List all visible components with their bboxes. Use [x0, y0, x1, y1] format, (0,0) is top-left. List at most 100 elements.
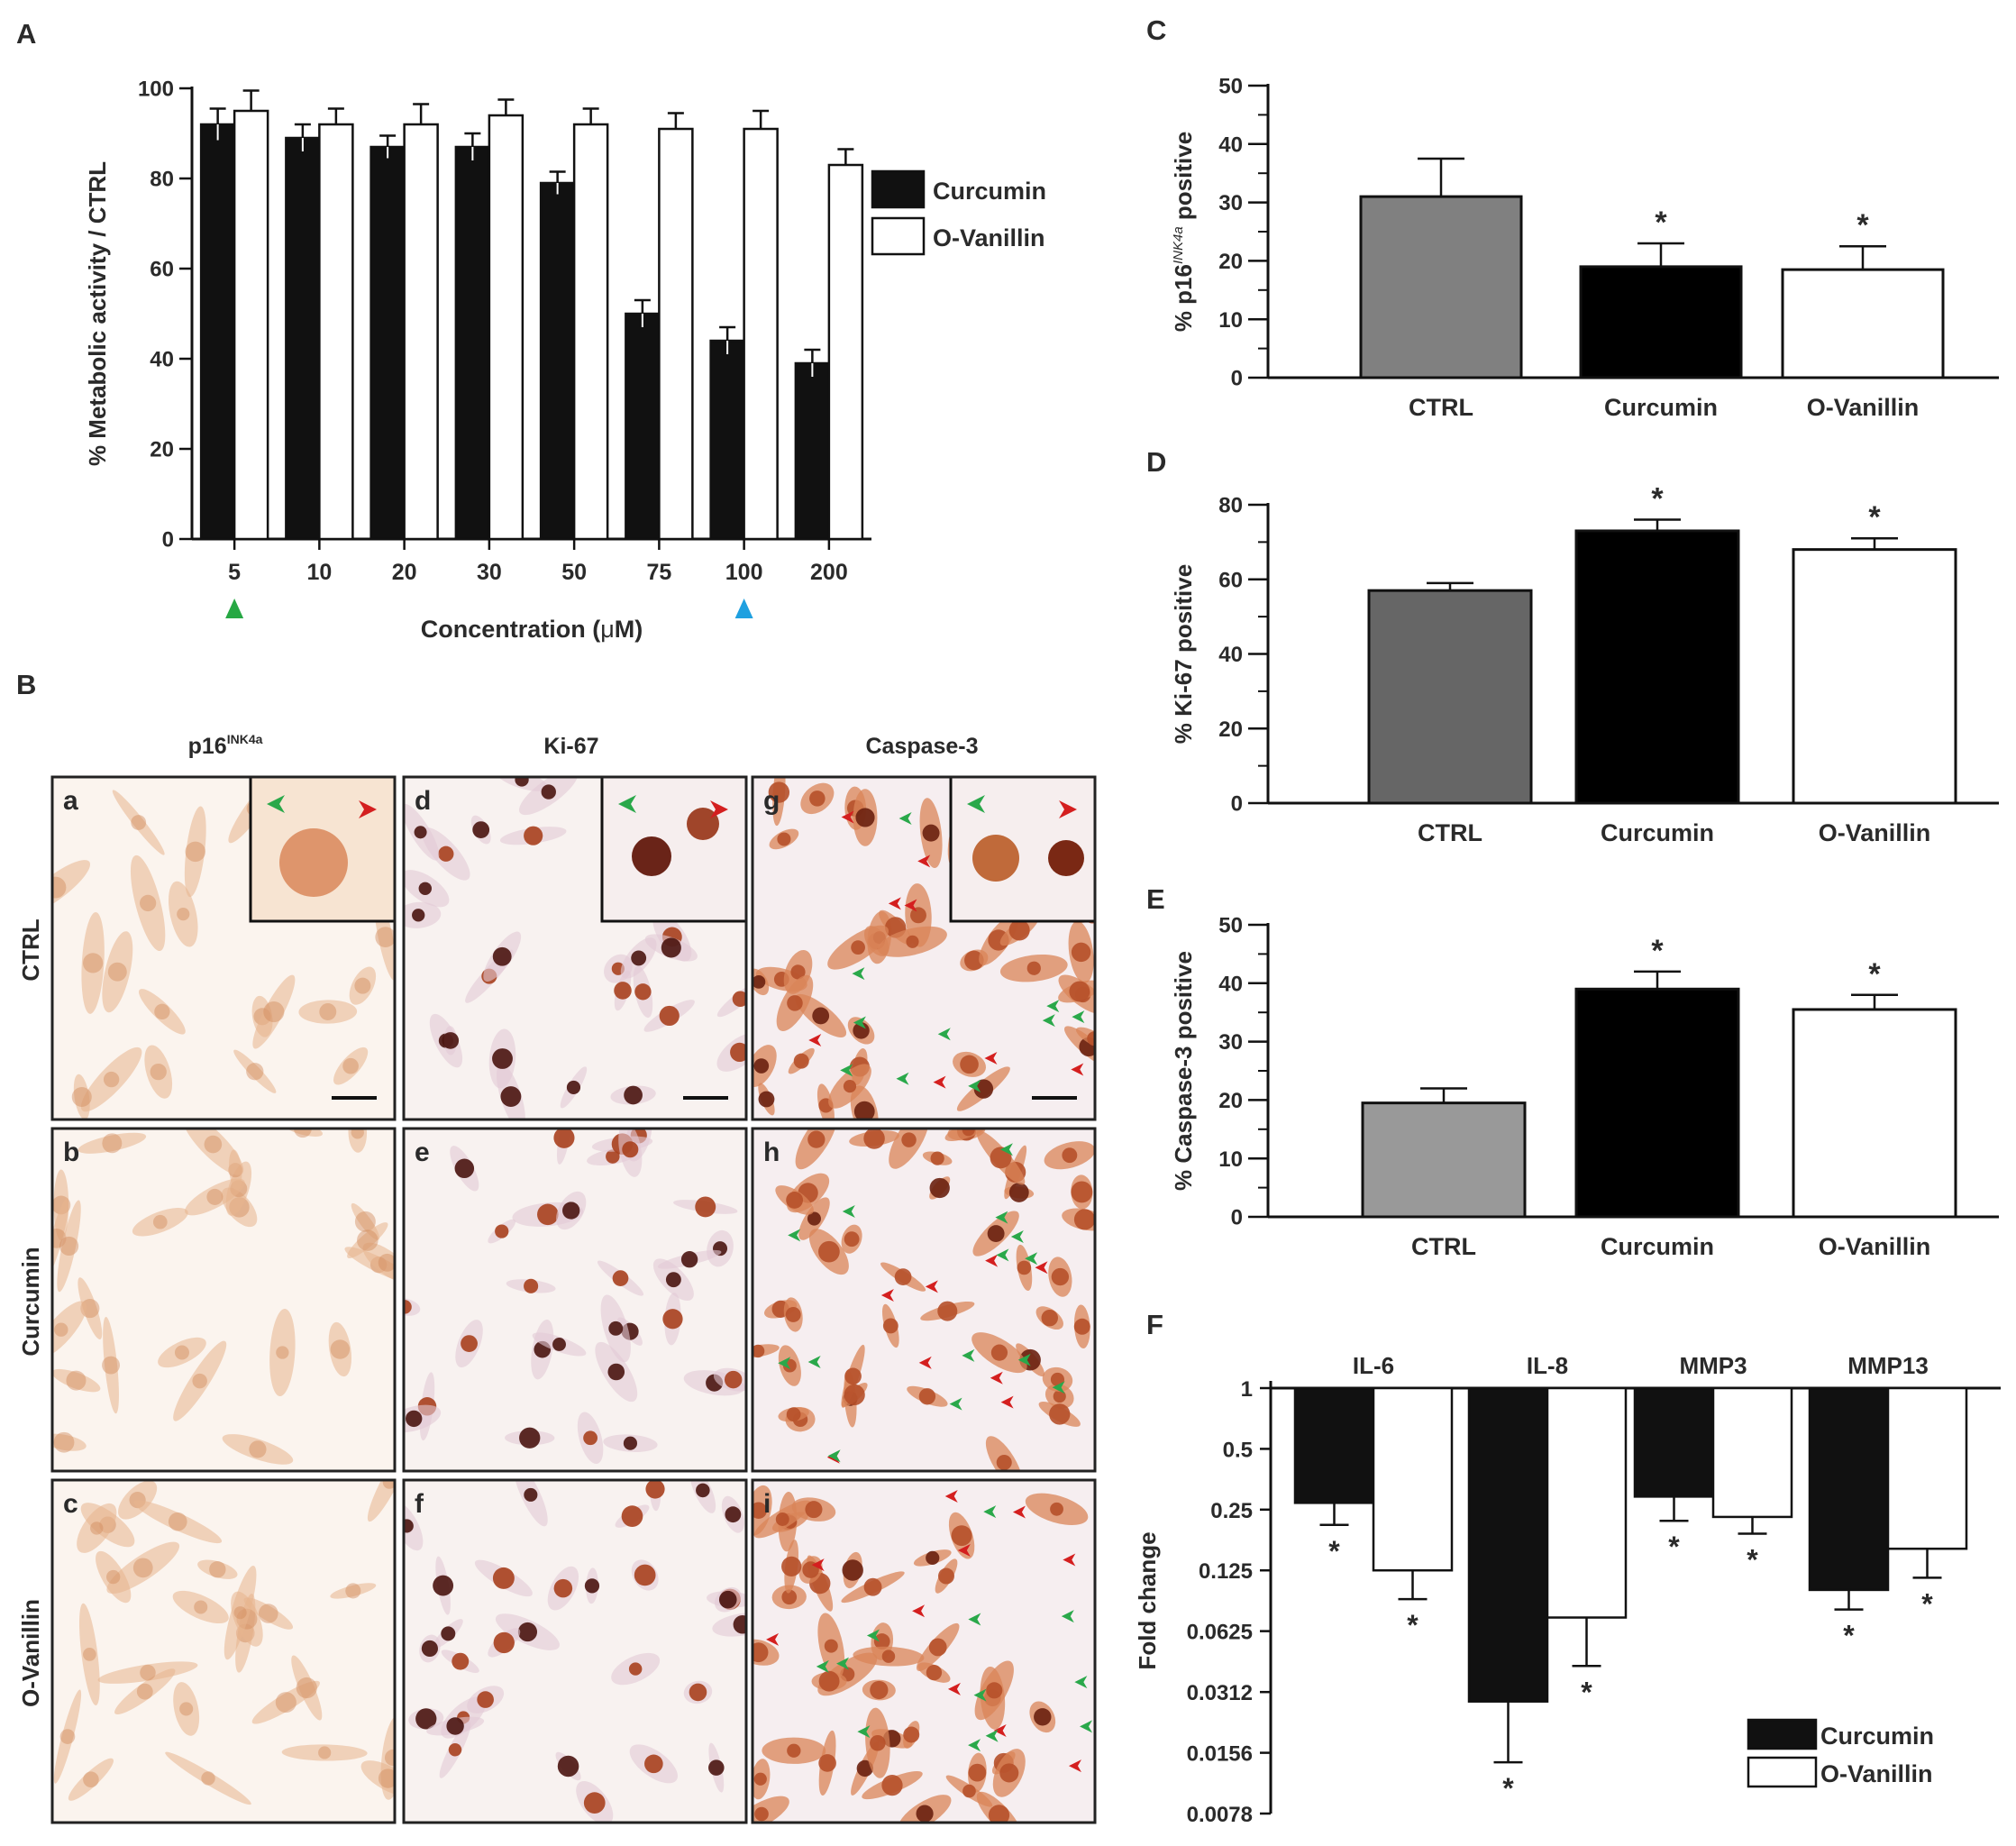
B-cell-nucleus: [818, 1670, 840, 1692]
B-cell-nucleus: [906, 935, 919, 948]
B-cell-nucleus: [758, 1091, 775, 1108]
panel-D-label: D: [1146, 446, 1166, 478]
A-bar-o-vanillin: [743, 127, 779, 541]
B-cell-body: [57, 1200, 81, 1293]
B-cell-nucleus: [294, 1129, 312, 1138]
B-cell-nucleus: [233, 1606, 247, 1620]
B-cell-nucleus: [375, 927, 395, 948]
B-cell-nucleus: [1069, 981, 1090, 1002]
A-x-tick-label: 10: [306, 560, 332, 585]
D-y-tick-label: 60: [1218, 568, 1243, 592]
A-x-tick-label: 200: [810, 560, 848, 585]
B-cell-nucleus: [930, 1151, 944, 1165]
B-row-label: Curcumin: [17, 1247, 44, 1356]
B-micrograph-background: [52, 1129, 395, 1471]
F-bar-o-vanillin: [1546, 1386, 1628, 1619]
B-inset-red-arrowhead: [359, 800, 377, 818]
B-cell-body: [68, 1758, 114, 1801]
B-cell-nucleus: [768, 781, 790, 803]
B-inset-cell: [279, 828, 348, 897]
B-column-header-text: Ki-67: [543, 734, 598, 759]
B-green-arrowhead: [1010, 1229, 1024, 1243]
B-green-arrowhead: [853, 1016, 866, 1029]
B-green-arrowhead: [842, 1204, 855, 1218]
B-cell-nucleus: [584, 1578, 600, 1594]
B-cell-body: [77, 1503, 117, 1553]
B-micrograph-frame: [751, 1127, 1097, 1473]
F-y-tick-label: 0.0625: [1187, 1621, 1253, 1645]
B-cell-nucleus: [863, 1129, 885, 1149]
B-micrograph-letter: a: [63, 786, 78, 816]
B-cell-body: [158, 1337, 206, 1368]
B-cell-nucleus: [870, 1734, 886, 1751]
B-cell-nucleus: [446, 1717, 464, 1735]
B-cell-body: [367, 1480, 395, 1522]
A-bar-curcumin: [539, 181, 576, 541]
B-cell-nucleus: [139, 894, 157, 912]
F-y-tick-label: 0.5: [1223, 1438, 1253, 1462]
E-bar-o-vanillin: [1792, 1008, 1957, 1219]
B-cell-body: [349, 966, 377, 1005]
B-cell-nucleus: [689, 1683, 707, 1702]
F-bar-curcumin: [1467, 1386, 1549, 1703]
B-green-arrowhead: [1061, 1610, 1074, 1623]
B-cell-nucleus: [461, 1335, 478, 1352]
F-legend-swatch-o-vanillin: [1747, 1756, 1818, 1788]
B-cell-nucleus: [996, 1454, 1012, 1471]
B-cell-nucleus: [725, 1506, 742, 1523]
C-x-tick-label: Curcumin: [1604, 394, 1718, 421]
E-bar-curcumin: [1574, 987, 1740, 1219]
B-cell-nucleus: [150, 1063, 167, 1081]
F-y-axis-label: Fold change: [1134, 1531, 1161, 1669]
B-micrograph-b: b: [50, 1127, 397, 1473]
F-category-label: MMP3: [1679, 1352, 1747, 1379]
B-cell-nucleus: [881, 1774, 903, 1796]
B-cell-nucleus: [987, 1225, 1005, 1243]
B-cell-nucleus: [733, 1614, 746, 1634]
B-cell-nucleus: [553, 1129, 575, 1148]
B-cell-body: [52, 1368, 101, 1393]
B-cell-nucleus: [82, 953, 104, 973]
B-cell-nucleus: [818, 1240, 840, 1263]
F-significance-star: *: [1747, 1544, 1758, 1576]
B-micrograph-frame: [402, 1127, 748, 1473]
B-cell-nucleus: [493, 1631, 515, 1654]
B-cell-nucleus: [209, 1560, 226, 1578]
A-bar-curcumin: [794, 361, 831, 541]
B-cell-body: [233, 1049, 277, 1093]
B-green-arrowhead: [852, 967, 865, 981]
B-cell-nucleus: [951, 1525, 972, 1547]
C-y-tick-label: 10: [1218, 308, 1243, 333]
B-cell-nucleus: [775, 1512, 789, 1526]
B-cell-nucleus: [928, 1638, 947, 1657]
B-cell-nucleus: [168, 1512, 187, 1531]
E-significance-star: *: [1651, 934, 1664, 968]
A-y-tick-label: 80: [150, 168, 174, 192]
B-cell-nucleus: [441, 1626, 456, 1641]
B-cell-nucleus: [404, 1300, 412, 1314]
A-bar-curcumin: [285, 136, 321, 541]
B-cell-nucleus: [851, 940, 865, 955]
A-concentration-marker: [225, 599, 244, 618]
B-cell-body: [52, 1198, 69, 1279]
B-column-header: Ki-67: [543, 734, 598, 759]
B-inset-green-arrowhead: [267, 795, 285, 813]
B-cell-nucleus: [1049, 1403, 1071, 1425]
B-cell-nucleus: [249, 1440, 267, 1458]
B-cell-nucleus: [645, 1480, 665, 1499]
C-bar-o-vanillin: [1781, 268, 1945, 379]
B-green-arrowhead: [866, 1629, 880, 1642]
panel-D-ki67-chart: D 0 20 40 60 80 CTRL Curcumin * O-Vanillin * % Ki-6…: [1146, 446, 1999, 846]
F-y-tick-label: 0.125: [1199, 1559, 1253, 1584]
B-cell-nucleus: [553, 1578, 573, 1598]
B-cell-nucleus: [204, 1135, 223, 1154]
B-cell-body: [118, 1480, 158, 1520]
B-cell-nucleus: [562, 1202, 580, 1220]
B-cell-nucleus: [1087, 1031, 1095, 1046]
B-cell-nucleus: [194, 1600, 208, 1614]
B-cell-nucleus: [357, 1229, 379, 1251]
B-red-arrowhead: [841, 810, 854, 824]
B-cell-nucleus: [1017, 1260, 1032, 1275]
B-cell-nucleus: [754, 1806, 769, 1822]
B-cell-nucleus: [552, 1338, 566, 1351]
